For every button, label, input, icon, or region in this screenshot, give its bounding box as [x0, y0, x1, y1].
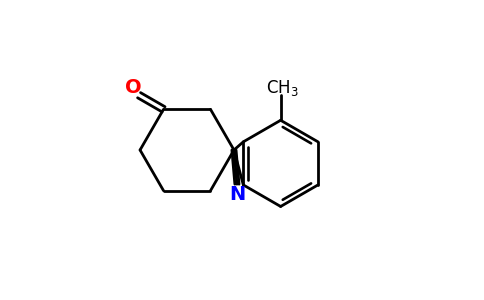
- Text: N: N: [229, 185, 245, 204]
- Text: CH$_3$: CH$_3$: [266, 79, 299, 98]
- Text: O: O: [125, 78, 142, 97]
